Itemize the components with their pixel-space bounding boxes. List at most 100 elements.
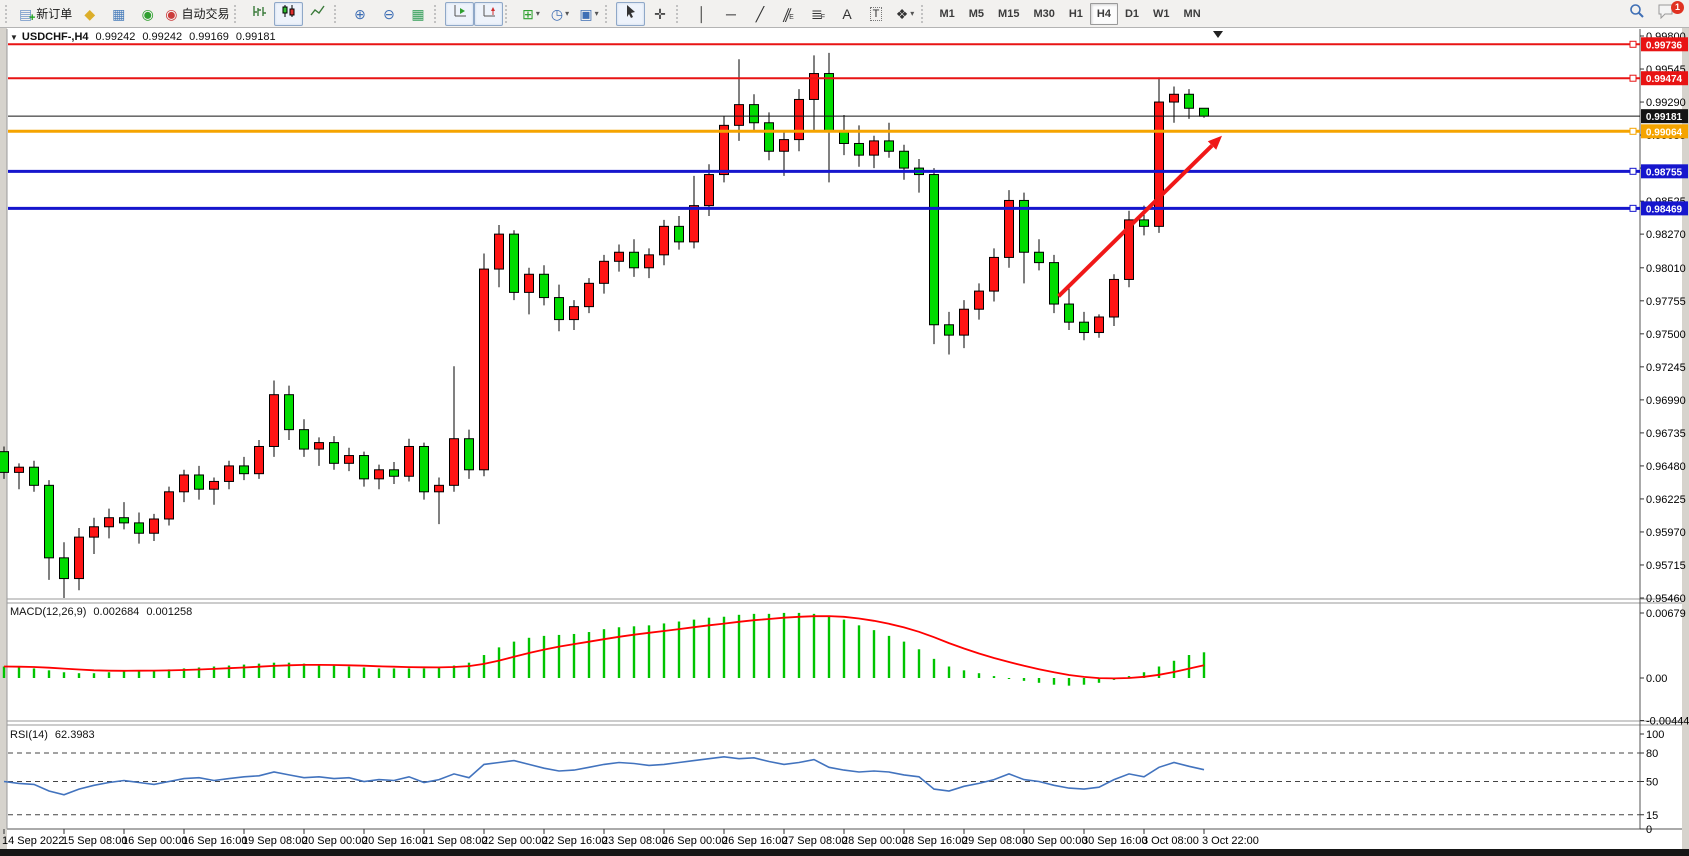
macd-histogram-bar (932, 658, 936, 678)
zoom-out-button[interactable]: ⊖ (374, 2, 403, 26)
chart-dropdown-icon[interactable]: ▼ (10, 33, 18, 42)
indicators-button[interactable]: ⊞ ▾ (516, 2, 545, 26)
bar-chart-button[interactable] (245, 2, 274, 26)
macd-histogram-bar (692, 619, 696, 678)
price-tag-label: 0.98755 (1646, 167, 1683, 178)
candle (764, 122, 774, 152)
channel-button[interactable]: ∥ E (774, 2, 803, 26)
autotrading-button[interactable]: ◉ 自动交易 (162, 2, 232, 26)
price-axis-tick: 0.96480 (1646, 461, 1686, 473)
trend-arrow[interactable] (1057, 144, 1214, 298)
line-handle[interactable] (1629, 204, 1637, 212)
macd-histogram-bar (227, 665, 231, 678)
candle (284, 394, 294, 431)
chart-shift-marker[interactable] (1213, 31, 1223, 38)
timeframe-button-m30[interactable]: M30 (1033, 7, 1055, 20)
line-handle[interactable] (1629, 40, 1637, 48)
price-tag-0.99181 (1641, 109, 1688, 124)
toolbar-grip (676, 4, 683, 23)
candle (1184, 93, 1194, 109)
timeframe-button-m15[interactable]: M15 (998, 7, 1020, 20)
candle (854, 142, 864, 156)
chevron-down-icon[interactable]: ▾ (910, 9, 915, 18)
timeframe-button-h4[interactable]: H4 (1089, 2, 1118, 25)
candle (569, 306, 579, 321)
favorites-button[interactable]: ◆ (75, 2, 104, 26)
trendline-button[interactable]: ╱ (745, 2, 774, 26)
auto-scroll-button[interactable] (445, 1, 475, 26)
vertical-line-button[interactable]: │ (687, 2, 716, 26)
cursor-icon (624, 4, 638, 23)
chevron-down-icon[interactable]: ▾ (565, 9, 570, 18)
macd-histogram-bar (347, 666, 351, 678)
macd-histogram-bar (782, 612, 786, 678)
timeframe-button-m1[interactable]: M1 (939, 7, 955, 20)
new-order-button[interactable]: ▤ + 新订单 (16, 2, 75, 26)
time-axis-label: 30 Sep 16:00 (1082, 835, 1147, 847)
time-axis-label: 22 Sep 00:00 (482, 835, 547, 847)
text-label-button[interactable]: T (861, 2, 890, 26)
trend-arrow-head[interactable] (1207, 135, 1222, 150)
timeframe-button-h1[interactable]: H1 (1068, 7, 1083, 20)
line-handle[interactable] (1629, 127, 1637, 135)
timeframe-button-w1[interactable]: W1 (1153, 7, 1170, 20)
window-bottom-edge (0, 849, 1689, 856)
macd-histogram-bar (1142, 672, 1146, 678)
line-chart-button[interactable] (303, 2, 332, 26)
shapes-button[interactable]: ❖ ▾ (890, 2, 919, 26)
signals-button[interactable]: ◉ (133, 2, 162, 26)
candle (539, 273, 549, 299)
crosshair-button[interactable]: ✛ (645, 2, 674, 26)
toolbar-grip (5, 4, 12, 23)
chevron-down-icon[interactable]: ▾ (535, 9, 540, 18)
macd-histogram-bar (242, 664, 246, 678)
candle (1169, 93, 1179, 103)
macd-label: MACD(12,26,9) 0.002684 0.001258 (10, 606, 192, 618)
horizontal-line-button[interactable]: ─ (716, 2, 745, 26)
chart-header[interactable]: ▼ USDCHF-,H4 0.99242 0.99242 0.99169 0.99181 (10, 31, 276, 43)
macd-histogram-bar (47, 670, 51, 678)
macd-histogram-bar (317, 664, 321, 678)
chart-symbol-period: USDCHF-,H4 (21, 31, 89, 43)
tile-windows-button[interactable]: ▦ (403, 2, 432, 26)
market-window-button[interactable]: ▦ (104, 2, 133, 26)
search-button[interactable] (1622, 2, 1651, 26)
periods-button[interactable]: ◷ ▾ (545, 2, 574, 26)
notification-badge: 1 (1671, 0, 1684, 14)
zoom-in-button[interactable]: ⊕ (345, 2, 374, 26)
templates-button[interactable]: ▣ ▾ (574, 2, 603, 26)
candle (959, 308, 969, 336)
timeframe-button-d1[interactable]: D1 (1124, 7, 1140, 20)
price-axis-tick: 0.97500 (1646, 329, 1686, 341)
candle (944, 324, 954, 336)
candlestick-chart-button[interactable] (274, 1, 304, 26)
macd-panel: 0.00679 0.00 -0.004442 (2, 608, 1689, 728)
rsi-line (3, 755, 1205, 796)
candle (449, 438, 459, 486)
toolbar-grip (434, 4, 441, 23)
timeframe-button-m5[interactable]: M5 (968, 7, 985, 20)
candle (509, 233, 519, 293)
macd-histogram-bar (677, 621, 681, 678)
line-handle[interactable] (1629, 74, 1637, 82)
macd-histogram-bar (17, 667, 21, 678)
candle (1199, 107, 1209, 117)
quote-high: 0.99242 (142, 31, 183, 43)
macd-histogram-bar (572, 633, 576, 678)
fibonacci-button[interactable]: ≣ F (803, 2, 832, 26)
cursor-button[interactable] (616, 1, 646, 26)
macd-histogram-bar (722, 616, 726, 678)
macd-histogram-bar (452, 665, 456, 678)
macd-axis-tick: -0.004442 (1646, 716, 1689, 728)
chart-shift-button[interactable] (474, 1, 504, 26)
candle (74, 536, 84, 580)
candle (404, 445, 414, 477)
line-handle[interactable] (1629, 167, 1637, 175)
candle (974, 290, 984, 310)
chevron-down-icon[interactable]: ▾ (594, 9, 599, 18)
notifications-button[interactable]: 1 (1651, 0, 1684, 26)
text-button[interactable]: A (832, 2, 861, 26)
macd-histogram-bar (2, 666, 6, 678)
timeframe-button-mn[interactable]: MN (1183, 7, 1201, 20)
